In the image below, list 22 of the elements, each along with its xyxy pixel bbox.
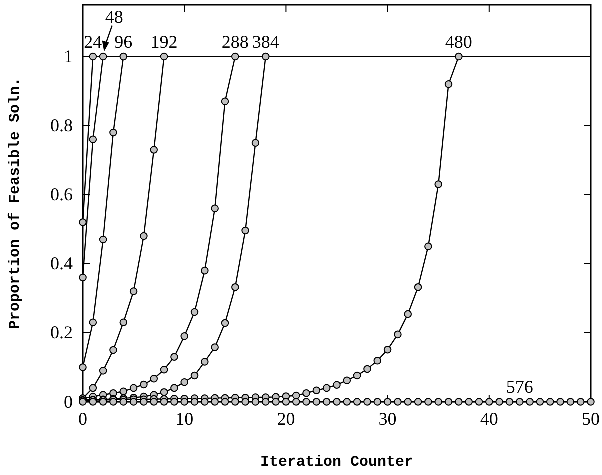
x-tick-label: 20 bbox=[277, 408, 296, 429]
annotation: 576 bbox=[506, 377, 534, 397]
y-tick-label: 0.8 bbox=[50, 116, 73, 136]
y-tick-label: 0.2 bbox=[50, 322, 73, 343]
annotation: 288 bbox=[222, 32, 249, 52]
annotation: 480 bbox=[445, 32, 472, 52]
y-tick-label: 0 bbox=[64, 392, 73, 412]
y-tick-label: 0.4 bbox=[50, 254, 73, 274]
annotation: 384 bbox=[252, 32, 280, 52]
annotation: 96 bbox=[114, 32, 133, 52]
x-tick-label: 40 bbox=[480, 408, 498, 429]
y-tick-label: 0.6 bbox=[50, 184, 73, 205]
annotation: 24 bbox=[84, 32, 102, 52]
x-tick-label: 30 bbox=[378, 408, 397, 429]
x-tick-label: 10 bbox=[176, 408, 194, 429]
y-tick-label: 1 bbox=[64, 46, 73, 67]
x-tick-label: 50 bbox=[582, 408, 600, 429]
annotation: 192 bbox=[150, 32, 178, 52]
x-axis-title: Iteration Counter bbox=[260, 454, 414, 471]
y-axis-title: Proportion of Feasible Soln. bbox=[7, 77, 24, 330]
x-tick-label: 0 bbox=[78, 408, 88, 429]
annotation: 48 bbox=[105, 6, 124, 27]
